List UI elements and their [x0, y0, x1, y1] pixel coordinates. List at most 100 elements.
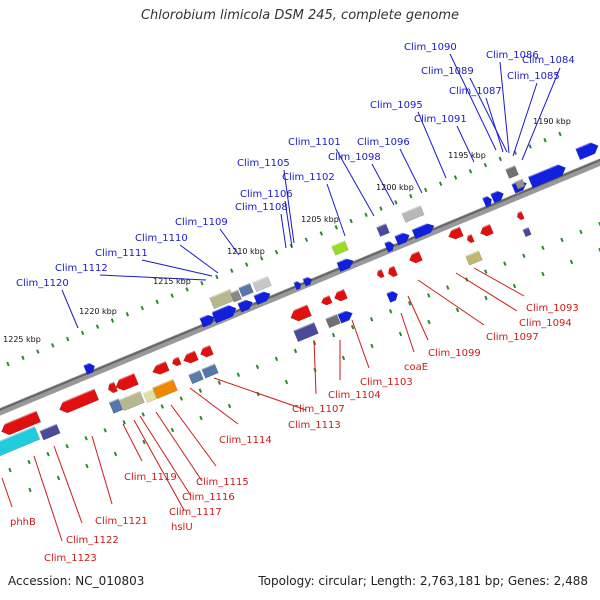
gene-feature [375, 268, 385, 279]
tick-dot [230, 268, 234, 273]
kbp-label: 1215 kbp [153, 277, 191, 286]
gene-highlight [386, 264, 395, 270]
gene-feature [143, 388, 157, 403]
gene-label: Clim_1093 [526, 303, 579, 314]
gene-body [514, 178, 526, 190]
label-leader [455, 272, 518, 312]
tick-dot [199, 415, 203, 421]
tick-dot [558, 131, 562, 137]
gene-feature [0, 425, 41, 459]
gene-body [466, 233, 475, 244]
label-leader [141, 259, 213, 277]
gene-feature [288, 303, 312, 322]
gene-highlight [143, 388, 154, 395]
accession-text: Accession: NC_010803 [8, 574, 145, 588]
gene-highlight [293, 279, 300, 284]
gene-body [384, 240, 394, 253]
gene-body [325, 313, 341, 329]
gene-body [0, 425, 41, 459]
tick-dot [455, 307, 460, 313]
gene-body [152, 360, 170, 375]
label-leader [133, 419, 185, 511]
tick-dot [334, 225, 338, 230]
gene-body [409, 250, 423, 264]
gene-feature [515, 210, 525, 221]
label-leader [521, 67, 561, 161]
gene-label: Clim_1120 [16, 278, 69, 289]
gene-feature [478, 223, 494, 237]
gene-label: Clim_1117 [169, 507, 222, 518]
gene-label: Clim_1116 [182, 492, 235, 503]
gene-label: Clim_1102 [282, 172, 335, 183]
gene-feature [83, 360, 95, 375]
gene-feature [293, 279, 302, 291]
tick-dot [379, 206, 383, 211]
tick-dot [446, 285, 450, 290]
gene-feature [253, 288, 271, 306]
gene-label: Clim_1110 [135, 233, 188, 244]
gene-label: Clim_1101 [288, 137, 341, 148]
gene-body [237, 299, 253, 313]
tick-dot [541, 245, 545, 251]
gene-body [252, 275, 272, 293]
gene-feature [201, 362, 219, 379]
tick-dot [349, 218, 353, 224]
label-leader [33, 455, 63, 542]
tick-dot [427, 319, 431, 325]
tick-dot [369, 316, 374, 322]
label-leader [313, 339, 317, 395]
tick-dot [528, 144, 532, 149]
gene-feature [386, 288, 398, 303]
gene-highlight [188, 369, 201, 376]
gene-feature [407, 250, 423, 264]
gene-label: Clim_1105 [237, 158, 290, 169]
gene-body [108, 398, 124, 414]
gene-body [290, 304, 312, 322]
tick-dot [341, 355, 346, 361]
gene-highlight [237, 296, 251, 304]
label-leader [284, 200, 293, 248]
kbp-label: 1220 kbp [79, 307, 117, 316]
gene-highlight [119, 390, 141, 401]
gene-feature [575, 139, 599, 161]
label-leader [213, 377, 307, 411]
gene-highlight [230, 288, 239, 294]
gene-highlight [0, 409, 37, 428]
gene-highlight [83, 360, 94, 367]
gene-highlight [375, 268, 382, 273]
gene-highlight [106, 380, 115, 386]
tick-dot [503, 261, 507, 266]
label-leader [189, 387, 239, 425]
gene-feature [170, 355, 182, 367]
label-leader [139, 415, 192, 497]
gene-feature [199, 311, 215, 328]
gene-body [188, 369, 204, 385]
gene-feature [376, 222, 390, 237]
gene-label: Clim_1097 [486, 332, 539, 343]
gene-feature [181, 349, 199, 364]
tick-dot [56, 475, 61, 481]
gene-body [411, 223, 435, 240]
gene-highlight [302, 274, 311, 280]
gene-highlight [394, 229, 408, 237]
label-leader [456, 125, 475, 163]
tick-dot [155, 299, 159, 305]
gene-feature [394, 229, 410, 246]
gene-feature [465, 249, 483, 266]
tick-dot [227, 403, 232, 409]
tick-dot [217, 380, 222, 385]
gene-highlight [288, 303, 308, 314]
gene-body [293, 280, 302, 291]
label-leader [1, 477, 13, 508]
gene-highlight [108, 397, 119, 404]
gene-highlight [575, 139, 597, 150]
label-leader [91, 435, 113, 505]
gene-body [331, 240, 349, 256]
label-leader [326, 183, 346, 237]
label-leader [283, 169, 295, 244]
gene-highlight [325, 313, 338, 320]
gene-feature [293, 321, 319, 343]
gene-label: Clim_1089 [421, 66, 474, 77]
gene-body [388, 265, 398, 278]
